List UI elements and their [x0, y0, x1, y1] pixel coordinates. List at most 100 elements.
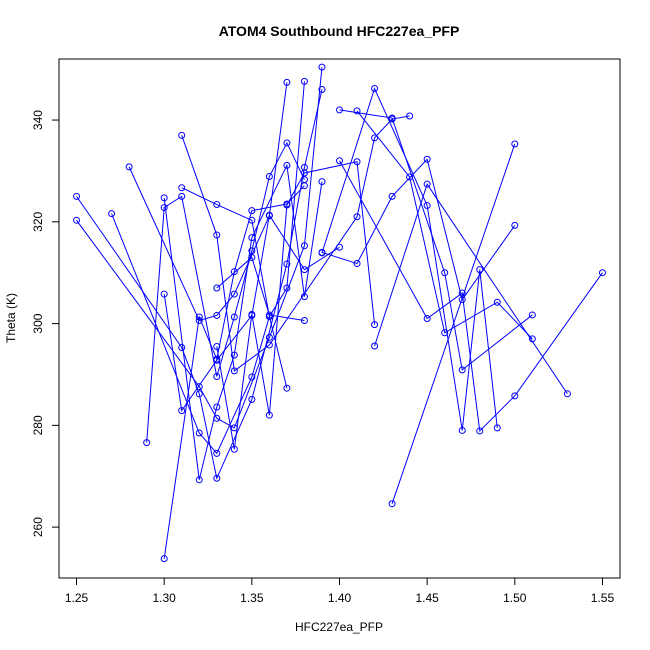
y-tick-label: 280 — [31, 415, 45, 435]
data-point — [230, 313, 238, 321]
plot-area — [73, 63, 606, 563]
data-point — [388, 192, 396, 200]
series-18 — [371, 180, 571, 398]
series-19 — [388, 140, 519, 508]
data-point — [511, 140, 519, 148]
x-axis-label: HFC227ea_PFP — [295, 620, 383, 634]
data-point — [336, 106, 343, 114]
data-point — [195, 476, 203, 484]
data-point — [213, 342, 221, 350]
data-point — [458, 426, 466, 434]
data-point — [265, 341, 273, 349]
series-line — [216, 256, 305, 322]
data-point — [248, 373, 256, 381]
data-point — [178, 184, 186, 192]
x-tick-label: 1.35 — [240, 591, 264, 605]
data-point — [160, 204, 168, 212]
data-point — [300, 77, 308, 85]
series-14 — [336, 106, 536, 374]
data-point — [213, 284, 221, 292]
data-point — [511, 392, 519, 400]
data-point — [195, 429, 203, 437]
data-point — [125, 163, 133, 171]
data-point — [598, 269, 606, 277]
x-axis: 1.25 1.30 1.35 1.40 1.45 1.50 1.55 — [65, 577, 614, 605]
data-point — [283, 139, 291, 147]
data-point — [248, 247, 256, 255]
data-point — [318, 63, 326, 71]
data-point — [458, 289, 466, 297]
data-point — [318, 248, 326, 256]
data-point — [230, 268, 238, 276]
data-point — [476, 266, 484, 274]
data-point — [248, 253, 256, 261]
data-point — [160, 290, 168, 298]
data-point — [493, 424, 501, 432]
series-line — [111, 81, 305, 455]
x-tick-label: 1.50 — [503, 591, 527, 605]
y-axis: 260 280 300 320 340 — [31, 110, 60, 537]
data-point — [388, 500, 396, 508]
data-point — [300, 266, 308, 274]
data-point — [283, 284, 291, 292]
data-point — [195, 313, 203, 321]
data-point — [441, 329, 449, 337]
series-11 — [213, 158, 379, 453]
series-2 — [73, 63, 326, 432]
data-point — [213, 474, 221, 482]
data-point — [195, 383, 203, 391]
series-line — [321, 158, 516, 301]
data-point — [213, 311, 221, 319]
series-line — [391, 143, 516, 504]
data-point — [423, 315, 431, 322]
data-point — [423, 180, 431, 188]
series-15 — [336, 157, 606, 435]
data-point — [230, 290, 238, 298]
data-point — [265, 333, 273, 341]
data-point — [248, 216, 256, 224]
series-12 — [213, 253, 308, 325]
data-point — [511, 221, 519, 229]
series-line — [374, 183, 568, 395]
data-point — [371, 134, 379, 142]
data-point — [318, 86, 326, 94]
data-point — [283, 78, 291, 86]
y-tick-label: 340 — [31, 110, 45, 130]
y-tick-label: 260 — [31, 517, 45, 537]
data-point — [300, 182, 308, 190]
data-point — [230, 367, 238, 375]
chart-title: ATOM4 Southbound HFC227ea_PFP — [219, 23, 460, 39]
series-17 — [318, 155, 519, 304]
data-point — [160, 555, 168, 563]
data-point — [265, 311, 273, 319]
data-point — [213, 201, 221, 209]
y-tick-label: 300 — [31, 313, 45, 333]
data-point — [283, 201, 291, 209]
series-line — [356, 110, 533, 340]
data-point — [248, 207, 256, 215]
series-line — [339, 109, 533, 371]
data-point — [406, 112, 414, 120]
x-tick-label: 1.25 — [65, 591, 89, 605]
data-point — [353, 158, 361, 166]
data-point — [143, 439, 151, 447]
data-point — [283, 260, 291, 268]
series-line — [76, 67, 323, 429]
series-1 — [73, 86, 326, 482]
data-point — [283, 384, 291, 392]
data-point — [563, 390, 571, 398]
data-point — [493, 298, 501, 306]
data-point — [178, 131, 186, 139]
data-point — [353, 107, 361, 115]
data-point — [353, 213, 361, 221]
data-point — [388, 114, 396, 122]
data-point — [300, 242, 308, 250]
data-point — [230, 351, 238, 359]
y-axis-label: Theta (K) — [4, 293, 18, 343]
data-point — [178, 407, 186, 415]
data-point — [318, 178, 326, 186]
data-point — [248, 310, 256, 318]
data-point — [423, 202, 431, 210]
data-point — [371, 85, 379, 93]
